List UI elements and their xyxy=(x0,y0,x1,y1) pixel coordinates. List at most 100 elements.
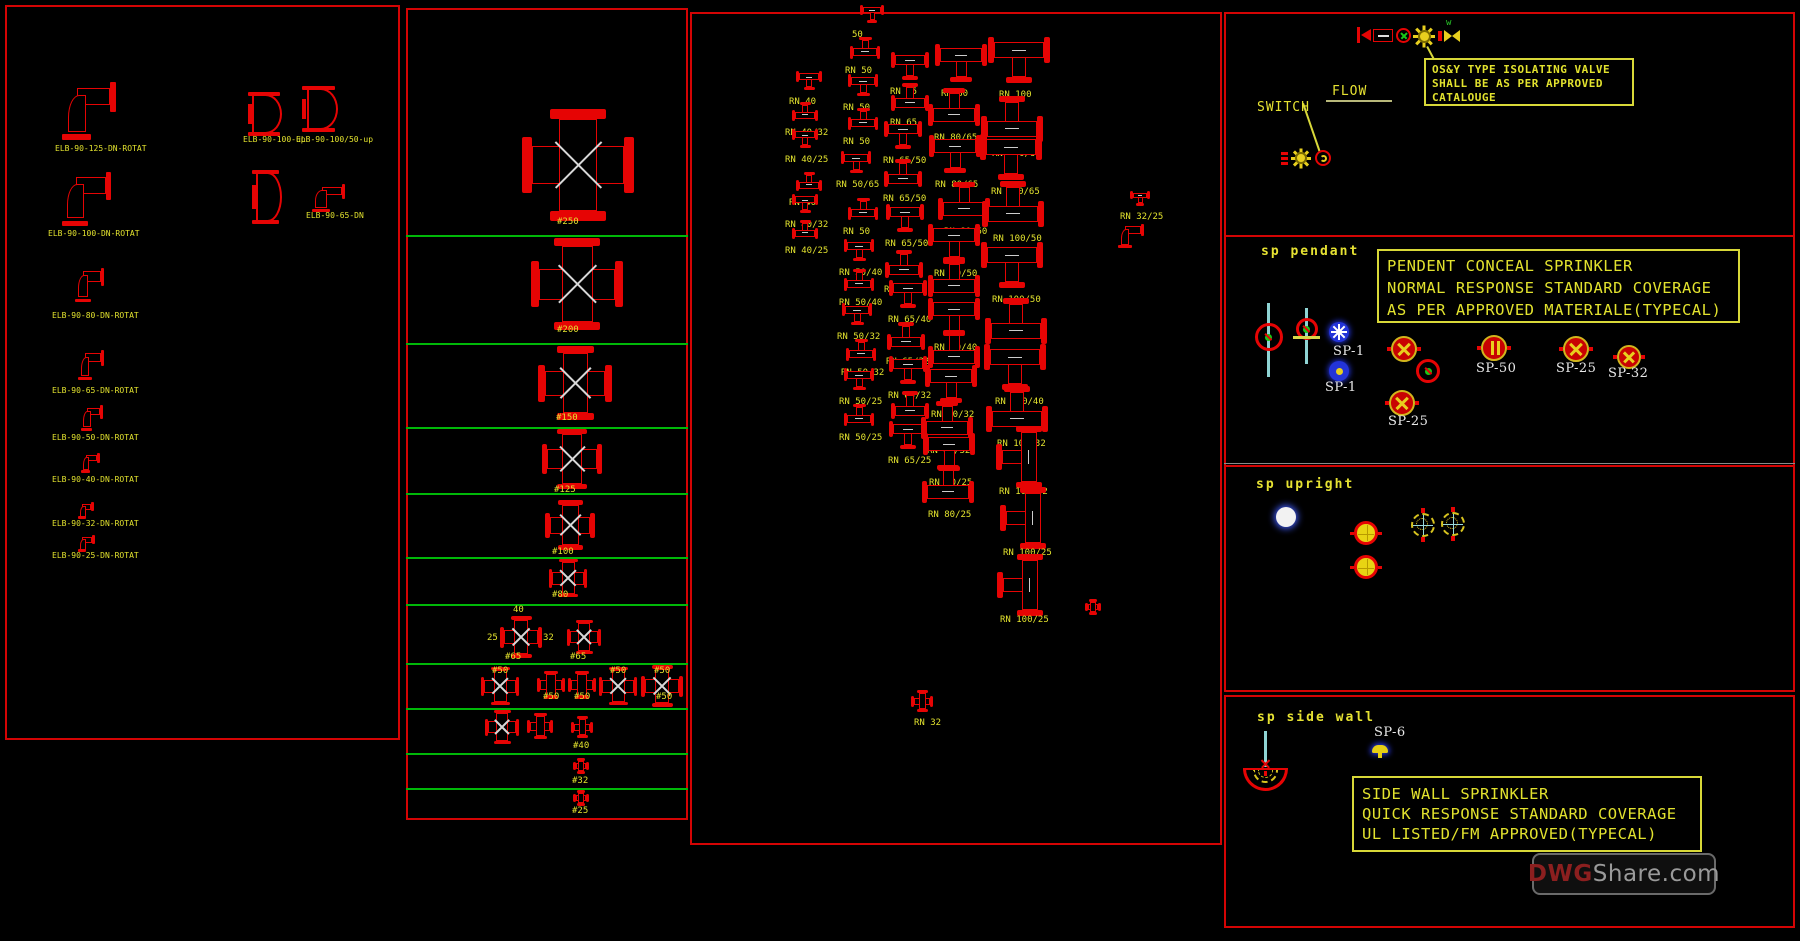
cross-fitting-symbol[interactable] xyxy=(568,671,596,699)
cross-fitting-symbol[interactable] xyxy=(641,665,683,707)
tee-fitting-symbol[interactable] xyxy=(891,83,929,111)
tee-fitting-symbol[interactable] xyxy=(891,52,929,80)
cross-fitting-symbol[interactable] xyxy=(599,667,637,705)
fitting-label: RN 65/50 xyxy=(885,239,929,249)
cross-fitting-symbol[interactable] xyxy=(1085,599,1101,615)
sprinkler-ring-symbol[interactable] xyxy=(1295,318,1318,340)
tee-fitting-symbol[interactable] xyxy=(923,433,975,471)
sprinkler-ring-symbol[interactable] xyxy=(1416,359,1440,383)
cross-fitting-symbol[interactable] xyxy=(485,710,519,744)
tee-fitting-symbol[interactable] xyxy=(886,204,924,232)
tee-fitting-symbol[interactable] xyxy=(792,102,818,121)
cross-fitting-symbol[interactable] xyxy=(545,500,595,550)
tee-fitting-symbol[interactable] xyxy=(889,356,927,384)
tee-fitting-symbol[interactable] xyxy=(796,71,822,90)
tee-fitting-symbol[interactable] xyxy=(885,250,923,278)
elbow-fitting-symbol[interactable] xyxy=(312,184,346,212)
tee-fitting-symbol[interactable] xyxy=(841,151,871,173)
elbow-fitting-symbol[interactable] xyxy=(81,405,104,431)
elbow-fitting-symbol[interactable] xyxy=(1118,224,1144,248)
cross-fitting-symbol[interactable] xyxy=(531,238,623,330)
tee-fitting-symbol[interactable] xyxy=(996,426,1042,488)
tee-fitting-symbol[interactable] xyxy=(1130,190,1150,206)
tee-fitting-symbol[interactable] xyxy=(848,108,878,130)
tee-fitting-symbol[interactable] xyxy=(1000,487,1046,549)
tee-fitting-symbol[interactable] xyxy=(848,198,878,220)
cross-fitting-symbol[interactable] xyxy=(538,346,612,420)
elbow-fitting-symbol[interactable] xyxy=(78,350,104,380)
pendant-sprinkler-symbol[interactable] xyxy=(1617,345,1641,369)
tee-fitting-symbol[interactable] xyxy=(922,465,974,503)
pendant-sprinkler-symbol[interactable] xyxy=(1389,390,1415,416)
cross-fitting-symbol[interactable] xyxy=(573,758,589,774)
tee-fitting-symbol[interactable] xyxy=(884,121,922,149)
tee-fitting-symbol[interactable] xyxy=(988,37,1050,83)
tee-fitting-symbol[interactable] xyxy=(844,368,874,390)
cross-fitting-symbol[interactable] xyxy=(527,713,553,739)
tee-fitting-symbol[interactable] xyxy=(928,330,980,368)
target-sprinkler-symbol[interactable] xyxy=(1441,512,1465,536)
tee-fitting-symbol[interactable] xyxy=(792,220,818,239)
tee-fitting-symbol[interactable] xyxy=(792,194,818,213)
tee-fitting-symbol[interactable] xyxy=(982,181,1044,227)
tee-fitting-symbol[interactable] xyxy=(928,259,980,297)
tee-fitting-symbol[interactable] xyxy=(844,239,874,261)
tee-fitting-symbol[interactable] xyxy=(928,224,980,262)
tee-fitting-symbol[interactable] xyxy=(928,88,980,126)
elbow-up-fitting-symbol[interactable] xyxy=(248,92,292,136)
upright-sprinkler-symbol[interactable] xyxy=(1354,555,1378,579)
pendant-head-symbol[interactable] xyxy=(1372,745,1388,753)
tee-fitting-symbol[interactable] xyxy=(844,269,874,291)
cross-fitting-symbol[interactable] xyxy=(571,716,593,738)
cross-fitting-symbol[interactable] xyxy=(537,671,565,699)
elbow-fitting-symbol[interactable] xyxy=(78,535,96,552)
pendant-sprinkler-symbol[interactable] xyxy=(1563,336,1589,362)
upright-sprinkler-symbol[interactable] xyxy=(1354,521,1378,545)
tee-fitting-symbol[interactable] xyxy=(985,298,1047,344)
pendant-sprinkler-symbol[interactable] xyxy=(1391,336,1417,362)
cross-fitting-symbol[interactable] xyxy=(573,790,589,806)
elbow-fitting-symbol[interactable] xyxy=(78,502,95,519)
cross-fitting-symbol[interactable] xyxy=(522,109,634,221)
pendant-sprinkler-symbol[interactable] xyxy=(1481,335,1507,361)
tee-fitting-symbol[interactable] xyxy=(925,365,977,403)
cross-fitting-symbol[interactable] xyxy=(542,429,602,489)
tee-fitting-symbol[interactable] xyxy=(884,159,922,187)
upright-sprinkler-symbol[interactable] xyxy=(1276,507,1296,527)
tee-fitting-symbol[interactable] xyxy=(846,339,876,361)
elbow-fitting-symbol[interactable] xyxy=(62,82,117,140)
sprinkler-ring-symbol[interactable] xyxy=(1254,323,1283,351)
tee-fitting-symbol[interactable] xyxy=(980,134,1042,180)
target-sprinkler-symbol[interactable] xyxy=(1411,513,1435,537)
flange xyxy=(846,348,849,361)
cross-fitting-symbol[interactable] xyxy=(549,559,587,597)
tee-fitting-symbol[interactable] xyxy=(860,5,884,23)
tee-fitting-symbol[interactable] xyxy=(842,303,872,325)
cross-fitting-symbol[interactable] xyxy=(481,667,519,705)
elbow-up-fitting-symbol[interactable] xyxy=(252,170,290,224)
cross-fitting-symbol[interactable] xyxy=(911,690,933,712)
concealed-sprinkler-symbol[interactable] xyxy=(1329,361,1349,381)
tee-fitting-symbol[interactable] xyxy=(844,404,874,426)
tee-fitting-symbol[interactable] xyxy=(889,280,927,308)
tee-fitting-symbol[interactable] xyxy=(984,344,1046,390)
elbow-up-fitting-symbol[interactable] xyxy=(302,86,348,132)
concealed-sprinkler-symbol[interactable] xyxy=(1329,322,1349,342)
flow-switch-symbol[interactable] xyxy=(1315,150,1331,166)
cross-fitting-symbol[interactable] xyxy=(567,620,601,654)
tee-fitting-symbol[interactable] xyxy=(792,129,818,148)
tee-fitting-symbol[interactable] xyxy=(929,135,981,173)
tee-fitting-symbol[interactable] xyxy=(935,44,987,82)
tee-fitting-symbol[interactable] xyxy=(848,74,878,96)
tee-fitting-symbol[interactable] xyxy=(981,242,1043,288)
elbow-fitting-symbol[interactable] xyxy=(81,453,100,473)
tee-fitting-symbol[interactable] xyxy=(997,554,1043,616)
tee-fitting-symbol[interactable] xyxy=(796,172,822,191)
elbow-fitting-symbol[interactable] xyxy=(62,172,112,226)
elbow-fitting-symbol[interactable] xyxy=(75,268,105,302)
tee-fitting-symbol[interactable] xyxy=(850,37,880,59)
cross-fitting-symbol[interactable] xyxy=(500,616,542,658)
tee-fitting-symbol[interactable] xyxy=(887,322,925,350)
flange xyxy=(568,678,571,692)
